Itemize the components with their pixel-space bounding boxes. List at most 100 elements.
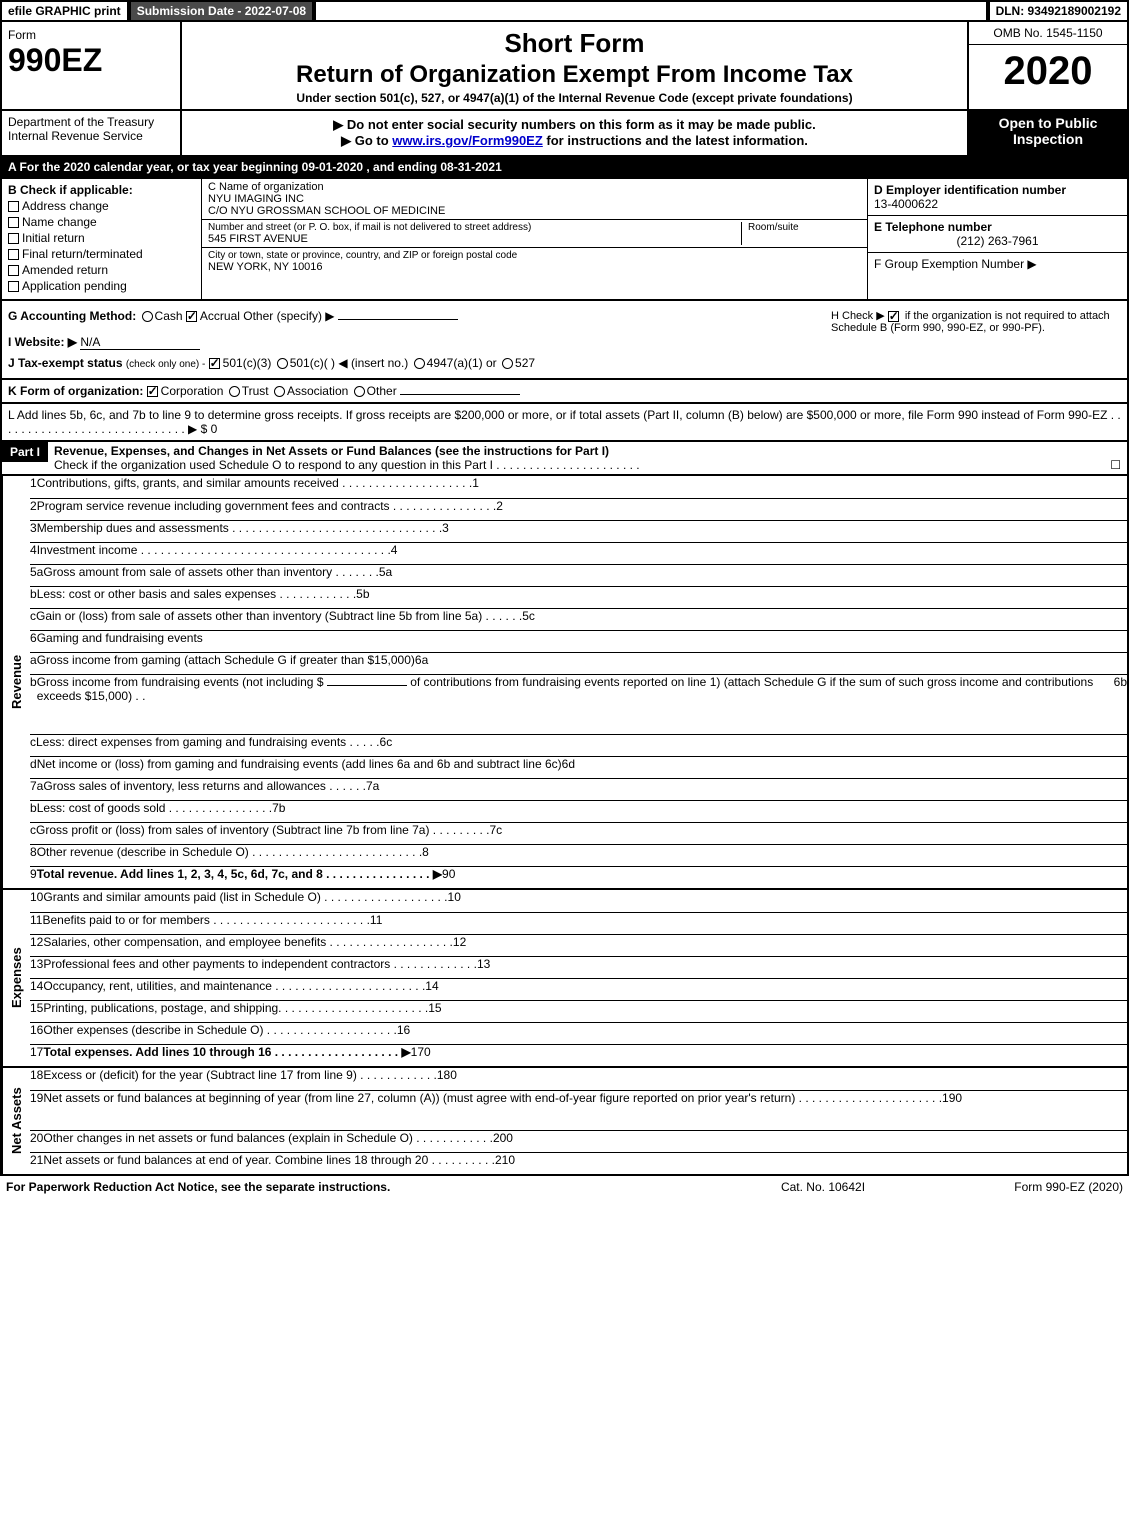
row-g: G Accounting Method: Cash Accrual Other … [8, 309, 831, 370]
cb-initial-return[interactable]: Initial return [8, 231, 195, 245]
ln-13: 13 [30, 957, 43, 978]
val-19: 0 [955, 1091, 962, 1130]
val-9: 0 [449, 867, 456, 888]
ln-19: 19 [30, 1091, 43, 1130]
desc-6: Gaming and fundraising events [37, 631, 203, 652]
rn-9: 9 [442, 867, 449, 888]
ln-21: 21 [30, 1153, 43, 1174]
part-1-checkbox[interactable]: ☐ [1110, 458, 1121, 472]
netassets-side-label: Net Assets [2, 1068, 30, 1174]
page-footer: For Paperwork Reduction Act Notice, see … [0, 1176, 1129, 1198]
ln-7a: 7a [30, 779, 43, 800]
rn-16: 16 [397, 1023, 410, 1044]
revenue-section: Revenue 1Contributions, gifts, grants, a… [0, 476, 1129, 890]
radio-association[interactable] [274, 386, 285, 397]
radio-501c[interactable] [277, 358, 288, 369]
omb-number: OMB No. 1545-1150 [969, 22, 1127, 45]
rn-10: 10 [448, 890, 461, 912]
ln-5b: b [30, 587, 37, 608]
rn-3: 3 [442, 521, 449, 542]
sn-5a: 5a [379, 565, 392, 586]
room-label: Room/suite [748, 222, 861, 233]
header-notes: ▶ Do not enter social security numbers o… [182, 111, 967, 155]
street-value: 545 FIRST AVENUE [208, 233, 741, 245]
net-assets-section: Net Assets 18Excess or (deficit) for the… [0, 1068, 1129, 1176]
sub-title: Under section 501(c), 527, or 4947(a)(1)… [192, 91, 957, 105]
cb-amended-return[interactable]: Amended return [8, 263, 195, 277]
note-link-pre: ▶ Go to [341, 133, 392, 148]
desc-14: Occupancy, rent, utilities, and maintena… [43, 979, 425, 1000]
website-value: N/A [80, 335, 200, 350]
street-label: Number and street (or P. O. box, if mail… [208, 222, 741, 233]
dept-line-2: Internal Revenue Service [8, 129, 174, 143]
expenses-section: Expenses 10Grants and similar amounts pa… [0, 890, 1129, 1068]
desc-6b: Gross income from fundraising events (no… [37, 675, 1114, 734]
g-label: G Accounting Method: [8, 309, 136, 323]
ln-6b: b [30, 675, 37, 734]
form-header-2: Department of the Treasury Internal Reve… [0, 111, 1129, 157]
cb-address-change[interactable]: Address change [8, 199, 195, 213]
box-f: F Group Exemption Number ▶ [868, 253, 1127, 275]
ln-17: 17 [30, 1045, 43, 1066]
rn-8: 8 [422, 845, 429, 866]
cb-h[interactable] [888, 311, 899, 322]
cb-final-return[interactable]: Final return/terminated [8, 247, 195, 261]
radio-other-org[interactable] [354, 386, 365, 397]
group-exemption-label: F Group Exemption Number ▶ [874, 257, 1121, 271]
ln-6d: d [30, 757, 37, 778]
irs-link[interactable]: www.irs.gov/Form990EZ [392, 133, 543, 148]
rn-7c: 7c [490, 823, 503, 844]
rn-20: 20 [493, 1131, 506, 1152]
sn-6b: 6b [1114, 675, 1127, 734]
sn-7a: 7a [366, 779, 379, 800]
revenue-side-label: Revenue [2, 476, 30, 888]
cb-corporation[interactable] [147, 386, 158, 397]
h-pre: H Check ▶ [831, 310, 885, 322]
ln-12: 12 [30, 935, 43, 956]
org-city-row: City or town, state or province, country… [202, 248, 867, 275]
rn-12: 12 [453, 935, 466, 956]
contrib-amount-input[interactable] [327, 685, 407, 686]
cb-accrual[interactable] [186, 311, 197, 322]
sn-5b: 5b [356, 587, 369, 608]
cb-application-pending[interactable]: Application pending [8, 279, 195, 293]
desc-15: Printing, publications, postage, and shi… [43, 1001, 428, 1022]
sn-6a: 6a [415, 653, 428, 674]
desc-2: Program service revenue including govern… [37, 499, 497, 520]
radio-4947[interactable] [414, 358, 425, 369]
city-label: City or town, state or province, country… [208, 250, 861, 261]
rn-5c: 5c [522, 609, 535, 630]
box-e: E Telephone number (212) 263-7961 [868, 216, 1127, 253]
radio-trust[interactable] [229, 386, 240, 397]
box-b-title: B Check if applicable: [8, 183, 195, 197]
form-title-box: Short Form Return of Organization Exempt… [182, 22, 967, 109]
desc-13: Professional fees and other payments to … [43, 957, 477, 978]
rn-11: 11 [370, 913, 382, 934]
ln-7b: b [30, 801, 37, 822]
desc-7a: Gross sales of inventory, less returns a… [43, 779, 366, 800]
rn-19: 19 [942, 1091, 955, 1130]
cb-name-change[interactable]: Name change [8, 215, 195, 229]
ein-label: D Employer identification number [874, 183, 1121, 197]
desc-6d: Net income or (loss) from gaming and fun… [37, 757, 562, 778]
val-17: 0 [424, 1045, 431, 1066]
form-header: Form 990EZ Short Form Return of Organiza… [0, 22, 1129, 111]
ln-2: 2 [30, 499, 37, 520]
val-18: 0 [450, 1068, 457, 1090]
i-label: I Website: ▶ [8, 335, 77, 349]
ln-6: 6 [30, 631, 37, 652]
desc-16: Other expenses (describe in Schedule O) … [43, 1023, 396, 1044]
cb-501c3[interactable] [209, 358, 220, 369]
radio-cash[interactable] [142, 311, 153, 322]
ln-3: 3 [30, 521, 37, 542]
note-ssn: ▶ Do not enter social security numbers o… [188, 117, 961, 133]
other-specify-input[interactable] [338, 319, 458, 320]
desc-18: Excess or (deficit) for the year (Subtra… [43, 1068, 436, 1090]
other-org-input[interactable] [400, 394, 520, 395]
radio-527[interactable] [502, 358, 513, 369]
desc-21: Net assets or fund balances at end of ye… [43, 1153, 495, 1174]
short-form-title: Short Form [192, 28, 957, 59]
year-box: OMB No. 1545-1150 2020 [967, 22, 1127, 109]
rn-14: 14 [425, 979, 438, 1000]
tel-value: (212) 263-7961 [874, 234, 1121, 248]
